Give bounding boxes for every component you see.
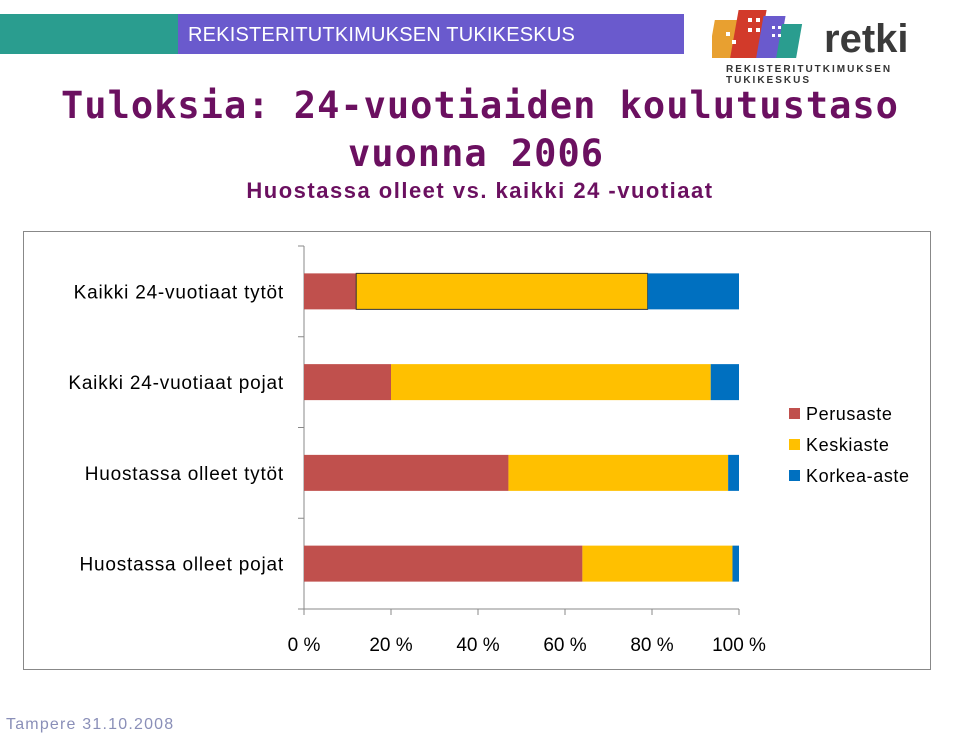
bar-segment	[710, 364, 739, 401]
bar-segment	[304, 454, 509, 491]
bar-segment	[647, 273, 739, 310]
x-tick-label: 40 %	[456, 635, 499, 656]
page-subtitle: Huostassa olleet vs. kaikki 24 -vuotiaat	[246, 178, 714, 203]
bar-segment	[582, 545, 733, 582]
bar-segment	[304, 364, 391, 401]
legend-swatch	[789, 408, 800, 419]
page-title-line1: Tuloksia: 24-vuotiaiden koulutustaso	[61, 84, 899, 127]
logo-subtitle: REKISTERITUTKIMUKSEN TUKIKESKUS	[726, 64, 893, 86]
x-tick-label: 100 %	[712, 635, 766, 656]
logo-wordmark: retki	[824, 17, 909, 61]
bar-segment	[728, 454, 739, 491]
page-title-line2: vuonna 2006	[347, 132, 605, 175]
category-label: Kaikki 24-vuotiaat pojat	[68, 373, 284, 394]
legend-label: Keskiaste	[806, 435, 889, 455]
retki-logo: retki	[712, 10, 909, 61]
chart-frame	[23, 231, 931, 670]
header-label: REKISTERITUTKIMUKSEN TUKIKESKUS	[188, 24, 576, 46]
category-label: Kaikki 24-vuotiaat tytöt	[74, 282, 284, 303]
legend-label: Perusaste	[806, 404, 892, 424]
x-tick-label: 0 %	[288, 635, 321, 656]
bar-segment	[304, 273, 357, 310]
bar-segment	[304, 545, 583, 582]
legend-swatch	[789, 470, 800, 481]
header-bar	[0, 14, 684, 54]
footer-date: Tampere 31.10.2008	[6, 716, 175, 733]
x-tick-label: 80 %	[630, 635, 673, 656]
bar-segment	[391, 364, 711, 401]
legend-swatch	[789, 439, 800, 450]
bar-segment	[508, 454, 729, 491]
bar-segment	[732, 545, 739, 582]
bar-segment	[355, 272, 649, 310]
category-label: Huostassa olleet tytöt	[85, 464, 284, 485]
x-tick-label: 60 %	[543, 635, 586, 656]
x-tick-label: 20 %	[369, 635, 412, 656]
category-label: Huostassa olleet pojat	[79, 555, 284, 576]
legend-label: Korkea-aste	[806, 466, 910, 486]
